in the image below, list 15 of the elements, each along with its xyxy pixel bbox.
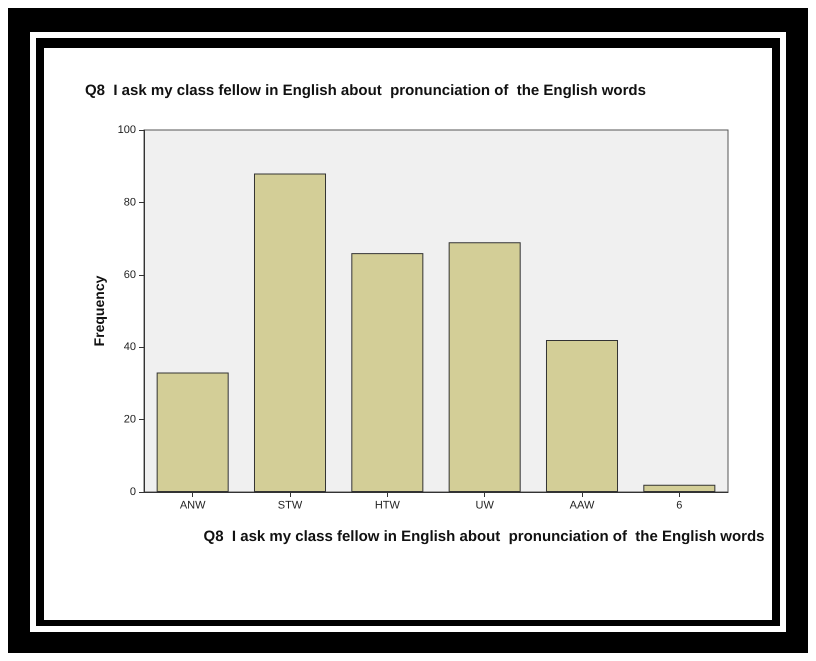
y-tick-label: 100	[118, 124, 136, 136]
y-tick-label: 0	[130, 486, 136, 498]
y-tick-label: 80	[124, 196, 136, 208]
x-axis-title: Q8 I ask my class fellow in English about pronunciation of the English words	[204, 528, 764, 545]
x-tick-label: AAW	[570, 500, 595, 512]
x-tick-label: ANW	[180, 500, 206, 512]
x-tick-label: HTW	[374, 500, 400, 512]
y-tick-label: 40	[124, 341, 136, 354]
x-tick-label: UW	[476, 500, 494, 512]
chart-title: Q8 I ask my class fellow in English about pronunciation of the English words	[85, 82, 646, 99]
y-tick-label: 20	[124, 414, 136, 426]
y-tick-label: 60	[124, 268, 136, 281]
x-tick-label: STW	[278, 500, 303, 512]
y-axis-title: Frequency	[91, 275, 107, 346]
x-tick-label: 6	[676, 500, 682, 512]
